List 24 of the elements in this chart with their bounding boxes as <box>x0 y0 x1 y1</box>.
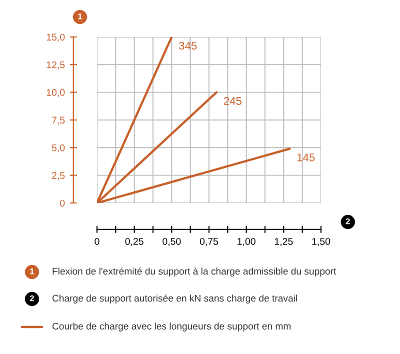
x-tick-label: 0,75 <box>200 238 218 246</box>
x-tick-label: 0 <box>94 238 100 245</box>
y-tick-label: 5,0 <box>52 144 65 152</box>
text: 1 <box>30 268 34 274</box>
x-tick-label: 0,50 <box>162 238 181 246</box>
text: 2 <box>30 295 34 302</box>
x-tick-label: 0,25 <box>125 238 144 246</box>
y-tick-label: 15,0 <box>46 34 65 42</box>
x-tick-label: 1,50 <box>312 238 330 246</box>
text: Charge de support autorisée en kN sans charge de travail <box>52 294 297 304</box>
series-label: 245 <box>224 97 242 105</box>
text: Flexion de l'extrémité du support à la charge admissible du support <box>52 267 336 277</box>
y-tick-label: 2,5 <box>52 172 65 180</box>
y-axis-title: 1 <box>78 13 82 20</box>
y-tick-label: 7,5 <box>52 116 65 125</box>
x-tick-label: 1,00 <box>238 238 256 246</box>
x-tick-label: 1,25 <box>274 238 293 246</box>
series-label: 145 <box>297 154 315 162</box>
y-tick-label: 12,5 <box>46 61 65 70</box>
y-tick-label: 10,0 <box>46 89 65 98</box>
x-axis-title: 2 <box>346 218 350 224</box>
y-tick-label: 0 <box>60 200 65 207</box>
series-label: 345 <box>179 42 197 50</box>
text: Courbe de charge avec les longueurs de support en mm <box>52 322 291 332</box>
